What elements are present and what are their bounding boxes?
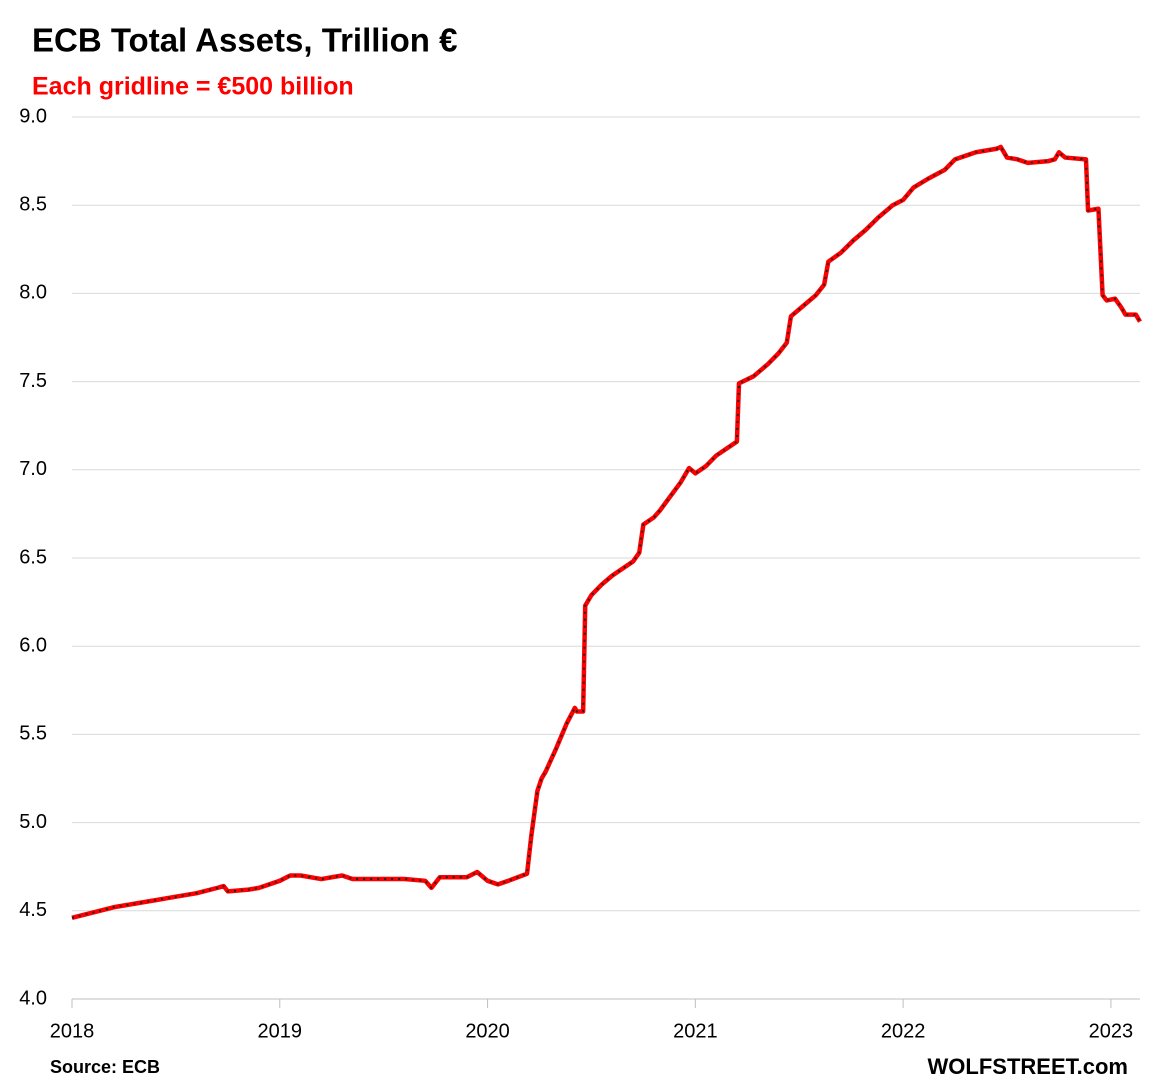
y-tick-label: 5.0: [19, 811, 47, 833]
series-markers: [71, 145, 1141, 919]
y-tick-label: 6.0: [19, 634, 47, 656]
source: Source: ECB: [50, 1057, 160, 1077]
x-tick-label: 2023: [1089, 1020, 1134, 1042]
y-tick-label: 9.0: [19, 105, 47, 127]
chart-subtitle: Each gridline = €500 billion: [32, 73, 354, 101]
x-tick-label: 2021: [673, 1020, 718, 1042]
x-tick-label: 2019: [258, 1020, 303, 1042]
y-tick-label: 8.5: [19, 193, 47, 215]
y-tick-label: 5.5: [19, 723, 47, 745]
x-tick-label: 2018: [50, 1020, 95, 1042]
y-tick-label: 4.0: [19, 987, 47, 1009]
y-tick-label: 6.5: [19, 546, 47, 568]
x-tick-label: 2022: [881, 1020, 926, 1042]
chart-title: ECB Total Assets, Trillion €: [32, 22, 457, 59]
x-tick-label: 2020: [465, 1020, 510, 1042]
y-tick-label: 4.5: [19, 899, 47, 921]
y-tick-label: 7.0: [19, 458, 47, 480]
y-tick-label: 8.0: [19, 282, 47, 304]
watermark: WOLFSTREET.com: [928, 1054, 1128, 1079]
y-tick-label: 7.5: [19, 370, 47, 392]
